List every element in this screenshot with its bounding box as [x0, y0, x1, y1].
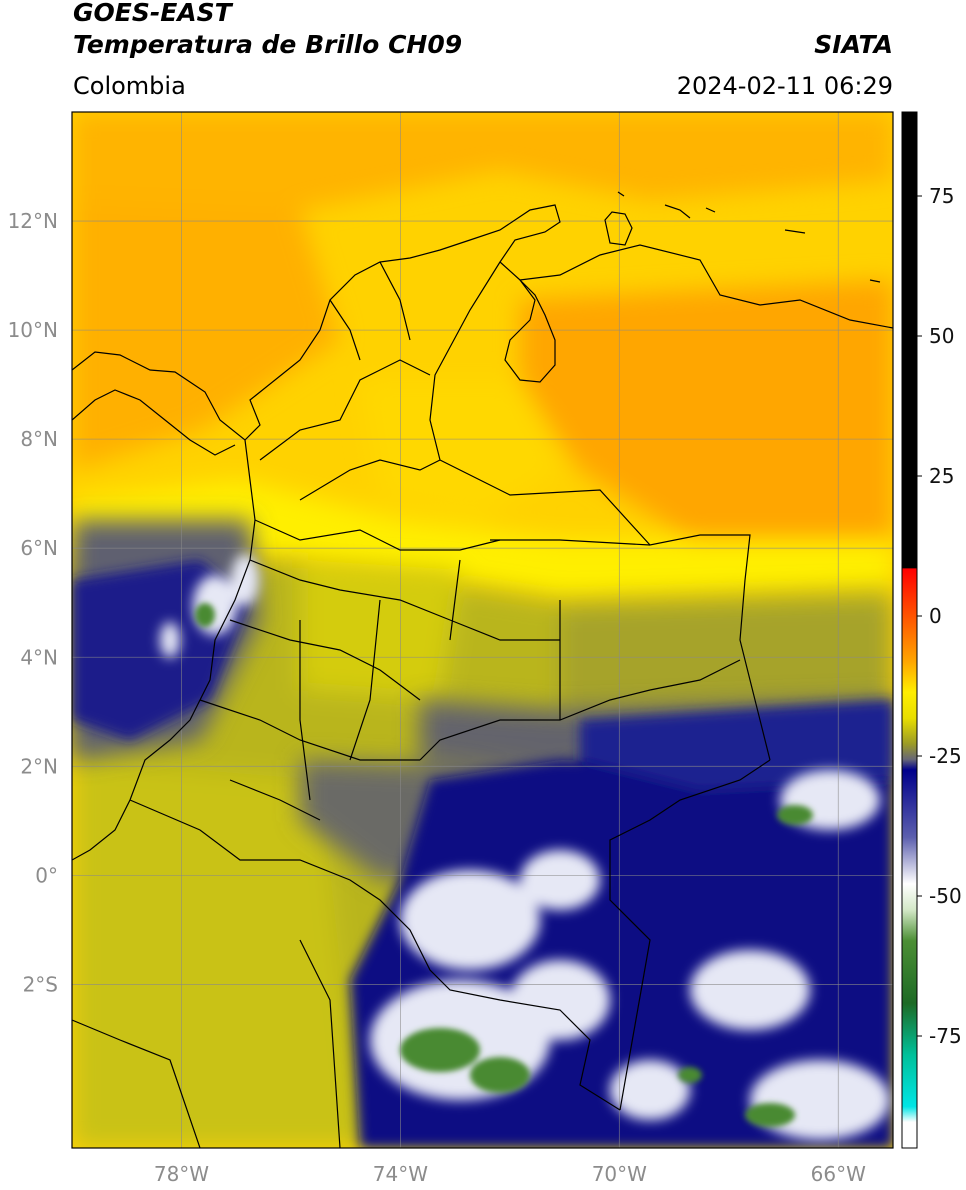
- region-label: Colombia: [73, 72, 186, 100]
- agency-label: SIATA: [814, 30, 893, 59]
- lat-tick-label: 0°: [35, 863, 58, 887]
- lat-tick-label: 2°S: [23, 972, 58, 996]
- lon-tick-label: 70°W: [592, 1162, 647, 1186]
- lat-tick-label: 2°N: [20, 754, 58, 778]
- longitude-tick-labels: 78°W 74°W 70°W 66°W: [154, 1162, 866, 1186]
- gridlines: [72, 112, 893, 1148]
- lon-tick-label: 78°W: [154, 1162, 209, 1186]
- timestamp-label: 2024-02-11 06:29: [676, 72, 893, 100]
- lon-tick-label: 66°W: [811, 1162, 866, 1186]
- lon-tick-label: 74°W: [373, 1162, 428, 1186]
- lat-tick-label: 4°N: [20, 645, 58, 669]
- brightness-temperature-field: [72, 112, 893, 1148]
- latitude-tick-labels: 12°N 10°N 8°N 6°N 4°N 2°N 0° 2°S: [8, 209, 58, 996]
- lat-tick-label: 8°N: [20, 427, 58, 451]
- product-title: Temperatura de Brillo CH09: [73, 30, 463, 59]
- map-frame: [71, 111, 894, 1149]
- lat-tick-label: 6°N: [20, 536, 58, 560]
- lat-tick-label: 10°N: [8, 318, 58, 342]
- satellite-title: GOES-EAST: [73, 0, 232, 27]
- lat-tick-label: 12°N: [8, 209, 58, 233]
- country-borders: [72, 191, 893, 1148]
